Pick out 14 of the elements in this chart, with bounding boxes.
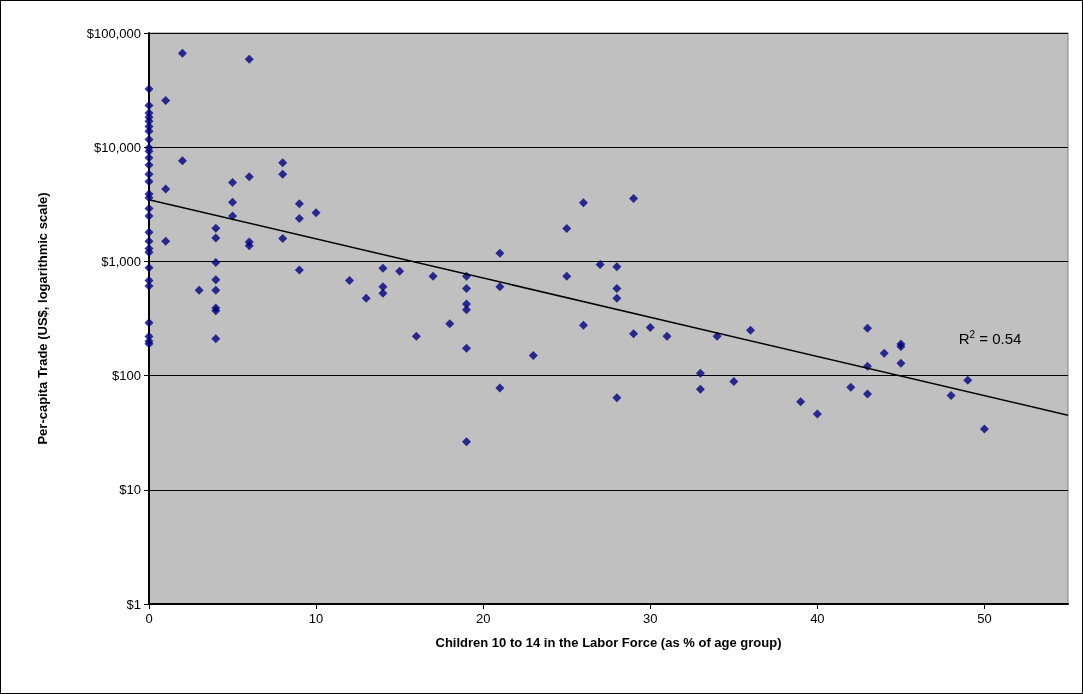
y-tick-label: $100	[112, 368, 141, 384]
x-tick-label: 50	[977, 611, 992, 626]
x-axis-title: Children 10 to 14 in the Labor Force (as % of age group)	[435, 635, 782, 650]
y-tick-label: $10	[119, 482, 141, 498]
y-tick-label: $100,000	[86, 25, 141, 41]
y-tick-label: $10,000	[94, 139, 141, 155]
x-tick-label: 30	[643, 611, 658, 626]
x-tick-label: 10	[308, 611, 324, 626]
x-tick-label: 20	[475, 611, 491, 626]
y-tick-label: $1	[126, 596, 141, 612]
y-tick-label: $1,000	[101, 253, 141, 269]
x-tick-label: 40	[810, 611, 825, 626]
x-tick-label: 0	[145, 611, 153, 626]
y-axis-title: Per-capita Trade (US$, logarithmic scale)	[35, 192, 50, 445]
